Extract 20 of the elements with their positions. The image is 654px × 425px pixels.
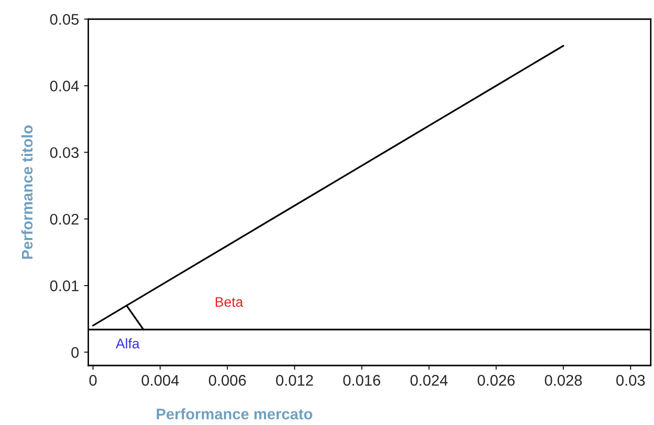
y-tick-label: 0 (71, 347, 79, 358)
y-tick-label: 0.01 (50, 280, 79, 292)
x-tick-label: 0.016 (343, 374, 380, 386)
line-series (92, 44, 564, 326)
annotation: Beta (216, 297, 244, 307)
y-tick-label: 0.04 (50, 80, 79, 92)
x-axis-title: Performance mercato (156, 408, 312, 420)
y-tick-label: 0.05 (50, 14, 79, 25)
y-tick-label: 0.03 (50, 147, 79, 158)
x-tick-label: 0.006 (208, 374, 246, 386)
y-axis-title: Performance titolo (21, 125, 33, 259)
x-tick-label: 0.03 (616, 374, 645, 386)
x-tick-label: 0.028 (544, 374, 582, 386)
x-tick-label: 0.024 (410, 374, 448, 386)
x-tick-label: 0.012 (276, 374, 313, 386)
y-tick-label: 0.02 (50, 214, 78, 225)
x-tick-label: 0 (89, 374, 97, 386)
annotation: Alfa (116, 338, 140, 348)
x-tick-label: 0.026 (478, 374, 515, 386)
x-tick-label: 0.004 (142, 374, 179, 386)
